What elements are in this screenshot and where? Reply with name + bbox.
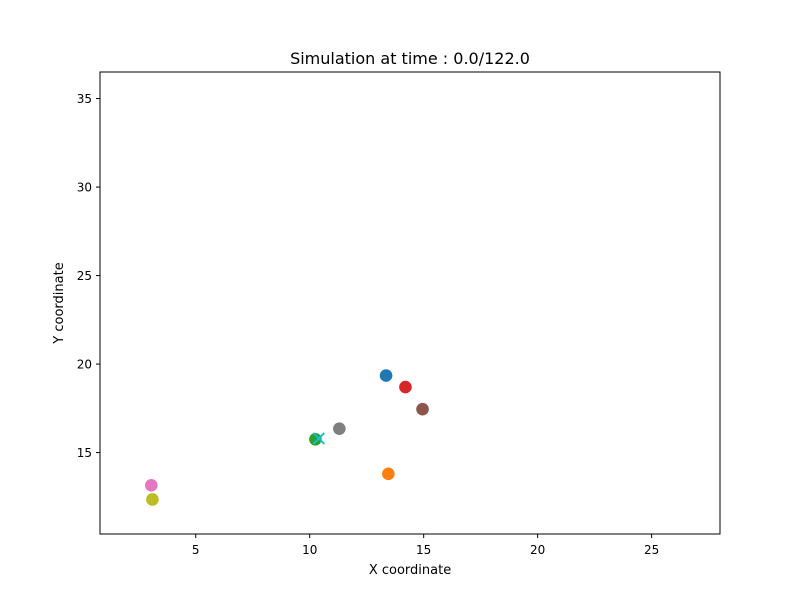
scatter-marks — [144, 369, 429, 506]
y-axis-ticks: 15 20 25 30 35 — [77, 92, 100, 460]
y-tick-label: 15 — [77, 446, 92, 460]
y-tick-label: 30 — [77, 181, 92, 195]
scatter-point-x — [312, 432, 326, 445]
y-tick-label: 20 — [77, 358, 92, 372]
x-axis-label: X coordinate — [369, 563, 451, 578]
scatter-point — [382, 467, 395, 481]
x-axis-ticks: 5 10 15 20 25 — [192, 534, 659, 557]
scatter-point-x-stroke — [312, 432, 326, 445]
scatter-point — [146, 493, 159, 506]
scatter-point — [379, 369, 393, 382]
y-tick-label: 35 — [77, 92, 92, 106]
y-tick-label: 25 — [77, 269, 92, 283]
scatter-point — [416, 402, 429, 416]
x-tick-label: 10 — [302, 543, 317, 557]
scatter-point — [333, 422, 346, 435]
scatter-point — [399, 380, 412, 394]
x-tick-label: 15 — [416, 543, 431, 557]
chart-title: Simulation at time : 0.0/122.0 — [290, 49, 530, 68]
x-tick-label: 25 — [644, 543, 659, 557]
x-tick-label: 5 — [192, 543, 200, 557]
y-axis-label: Y coordinate — [52, 262, 67, 344]
x-tick-label: 20 — [530, 543, 545, 557]
scatter-point — [309, 432, 322, 446]
plot-area-frame — [99, 71, 721, 535]
scatter-point — [144, 479, 158, 492]
